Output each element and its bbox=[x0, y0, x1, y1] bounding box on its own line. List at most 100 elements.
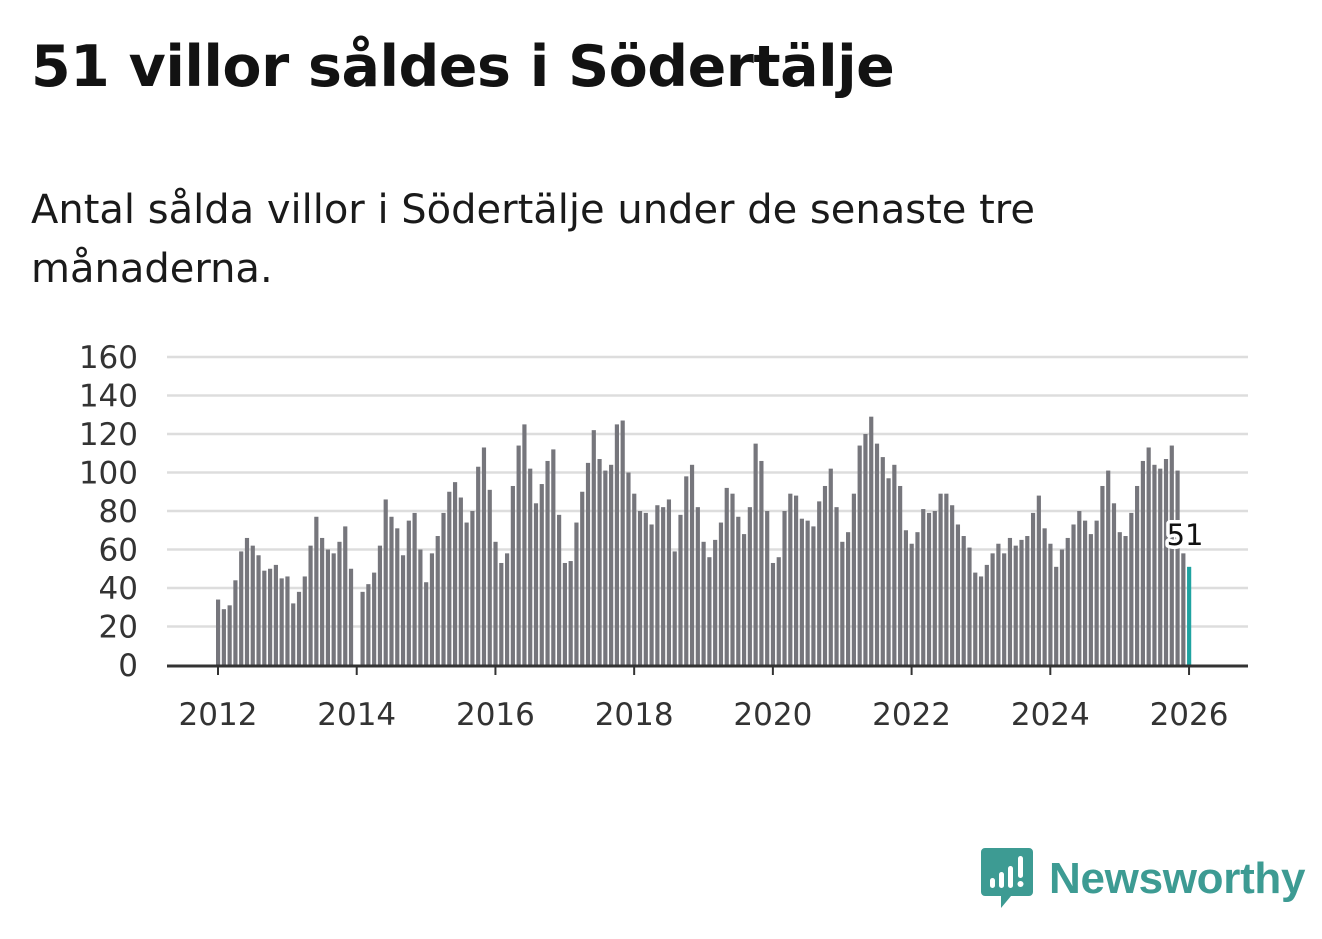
bar bbox=[921, 509, 926, 665]
bar bbox=[580, 491, 585, 665]
bar bbox=[880, 457, 885, 665]
newsworthy-brand: Newsworthy bbox=[981, 848, 1305, 910]
bar bbox=[689, 464, 695, 665]
bar bbox=[1158, 468, 1163, 665]
bar bbox=[325, 549, 330, 665]
bar bbox=[874, 443, 880, 666]
bar bbox=[320, 537, 325, 665]
bar bbox=[366, 584, 371, 665]
bar bbox=[447, 491, 452, 665]
bar bbox=[1065, 537, 1070, 665]
bar bbox=[372, 572, 377, 665]
y-tick-label: 60 bbox=[99, 533, 138, 569]
bar bbox=[481, 447, 487, 665]
bar bbox=[811, 526, 816, 665]
bar bbox=[926, 512, 932, 665]
bar bbox=[343, 526, 348, 665]
highlight-value-label: 51 bbox=[1167, 518, 1204, 552]
bar bbox=[1083, 520, 1088, 666]
bar bbox=[666, 499, 672, 665]
bar bbox=[1019, 539, 1024, 666]
bar bbox=[661, 507, 666, 665]
bar bbox=[996, 543, 1001, 665]
bar bbox=[348, 568, 354, 665]
bar bbox=[973, 572, 978, 665]
x-tick-label: 2022 bbox=[872, 697, 951, 733]
bar bbox=[1059, 549, 1065, 665]
bar bbox=[1100, 485, 1105, 665]
bar bbox=[1123, 536, 1128, 665]
bar bbox=[799, 518, 804, 665]
bar bbox=[805, 520, 810, 666]
bar bbox=[718, 522, 724, 665]
x-tick-label: 2024 bbox=[1011, 697, 1090, 733]
bar bbox=[233, 580, 238, 665]
bar bbox=[510, 485, 515, 665]
bar bbox=[869, 416, 874, 665]
bar bbox=[389, 516, 394, 665]
x-tick-label: 2012 bbox=[179, 697, 258, 733]
bar bbox=[886, 478, 891, 665]
bar bbox=[707, 557, 712, 665]
bar bbox=[961, 536, 966, 665]
bar bbox=[250, 545, 255, 665]
bar bbox=[464, 522, 469, 665]
chart-subtitle: Antal sålda villor i Södertälje under de… bbox=[31, 187, 1035, 292]
bar bbox=[302, 576, 307, 665]
bar bbox=[614, 424, 619, 666]
x-tick-label: 2018 bbox=[595, 697, 674, 733]
bar bbox=[620, 420, 625, 665]
bar bbox=[632, 493, 637, 665]
y-tick-label: 160 bbox=[79, 340, 138, 376]
bar bbox=[1013, 545, 1018, 665]
bar bbox=[424, 582, 429, 665]
bar bbox=[857, 445, 862, 665]
bar bbox=[1152, 464, 1157, 665]
highlight-annotation: 51 bbox=[1163, 514, 1207, 555]
bar bbox=[1117, 532, 1122, 665]
bar bbox=[892, 464, 897, 665]
bar bbox=[360, 591, 365, 665]
newsworthy-logo-icon bbox=[981, 848, 1033, 908]
bar bbox=[817, 501, 822, 666]
bar bbox=[557, 514, 562, 665]
bar bbox=[452, 482, 458, 666]
x-tick-label: 2016 bbox=[456, 697, 535, 733]
bar bbox=[603, 470, 608, 665]
bar bbox=[932, 511, 937, 665]
page-title: 51 villor såldes i Södertälje bbox=[31, 34, 895, 100]
bar bbox=[1129, 512, 1134, 665]
bar bbox=[597, 459, 602, 665]
bar bbox=[1111, 503, 1117, 665]
bar bbox=[701, 541, 706, 665]
bar-highlight bbox=[1187, 566, 1192, 665]
bar bbox=[713, 539, 718, 666]
bar bbox=[637, 511, 643, 665]
bar bbox=[256, 555, 261, 665]
bar bbox=[522, 424, 527, 666]
x-tick-label: 2014 bbox=[317, 697, 396, 733]
bar bbox=[955, 524, 961, 665]
bar bbox=[377, 545, 383, 665]
bar bbox=[834, 507, 839, 665]
x-axis-ticks: 2012 2014 2016 2018 2020 2022 2024 2026 bbox=[179, 665, 1228, 733]
bar bbox=[759, 460, 764, 665]
bar bbox=[822, 485, 828, 665]
bar bbox=[1054, 566, 1059, 665]
bar bbox=[585, 462, 591, 666]
bar bbox=[967, 547, 972, 665]
bar bbox=[291, 603, 296, 665]
bar bbox=[476, 466, 481, 665]
y-tick-label: 40 bbox=[99, 571, 138, 607]
bar bbox=[765, 511, 770, 665]
bar bbox=[626, 472, 631, 665]
bar bbox=[678, 514, 683, 665]
bar bbox=[736, 516, 741, 665]
bar bbox=[903, 530, 908, 665]
bar bbox=[441, 512, 446, 665]
bar bbox=[1169, 445, 1174, 665]
bar bbox=[418, 549, 423, 665]
bar bbox=[944, 493, 949, 665]
bar bbox=[244, 537, 250, 665]
